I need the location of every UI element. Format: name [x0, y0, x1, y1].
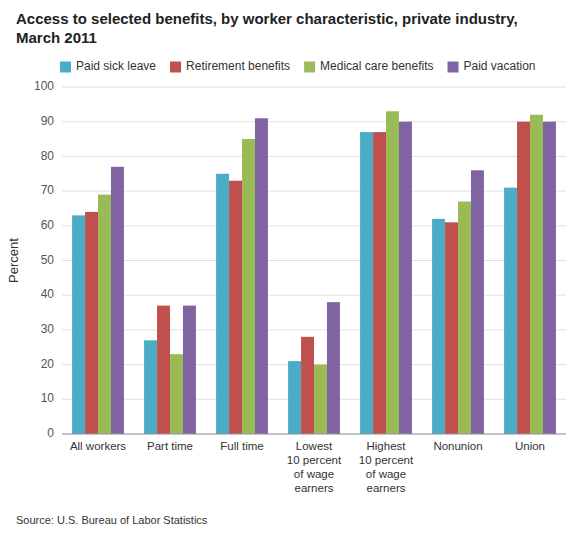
bar	[517, 122, 530, 434]
bar	[432, 219, 445, 434]
legend-label: Retirement benefits	[186, 59, 290, 73]
y-tick-label: 0	[47, 426, 54, 440]
bar	[183, 306, 196, 434]
bars	[72, 111, 556, 434]
legend-swatch	[60, 62, 71, 73]
legend-swatch	[304, 62, 315, 73]
bar	[229, 181, 242, 434]
x-axis-line	[62, 434, 566, 435]
grid-line	[62, 295, 566, 296]
bar	[288, 361, 301, 434]
bar	[255, 118, 268, 434]
y-tick-label: 50	[41, 253, 55, 267]
bar	[373, 132, 386, 434]
bar	[471, 170, 484, 434]
grid-line	[62, 260, 566, 261]
y-tick-label: 100	[34, 79, 54, 93]
bar	[445, 222, 458, 434]
grid-line	[62, 156, 566, 157]
bar	[458, 202, 471, 434]
y-tick-label: 20	[41, 357, 55, 371]
bar	[85, 212, 98, 434]
x-tick-label: Nonunion	[433, 440, 482, 452]
bar	[327, 302, 340, 434]
chart: Access to selected benefits, by worker c…	[0, 0, 580, 534]
legend-item: Retirement benefits	[170, 59, 290, 73]
bar	[111, 167, 124, 434]
x-tick-label: All workers	[70, 440, 126, 452]
y-tick-label: 40	[41, 287, 55, 301]
y-tick-label: 70	[41, 183, 55, 197]
bar	[144, 340, 157, 434]
legend-item: Medical care benefits	[304, 59, 433, 73]
grid-line	[62, 225, 566, 226]
bar	[301, 337, 314, 434]
legend-label: Paid vacation	[464, 59, 536, 73]
y-tick-label: 30	[41, 322, 55, 336]
legend-item: Paid sick leave	[60, 59, 156, 73]
grid-line	[62, 87, 566, 88]
x-tick-label: Part time	[147, 440, 193, 452]
bar	[72, 215, 85, 434]
bar	[242, 139, 255, 434]
title: Access to selected benefits, by worker c…	[16, 10, 518, 46]
source-note: Source: U.S. Bureau of Labor Statistics	[16, 514, 208, 526]
y-tick-label: 10	[41, 391, 55, 405]
y-tick-label: 80	[41, 149, 55, 163]
grid	[62, 87, 566, 434]
y-axis-label: Percent	[6, 238, 21, 283]
grid-line	[62, 329, 566, 330]
x-tick-label: Union	[515, 440, 545, 452]
bar	[157, 306, 170, 434]
bar	[399, 122, 412, 434]
bar	[314, 365, 327, 434]
bar	[543, 122, 556, 434]
legend-label: Medical care benefits	[320, 59, 433, 73]
legend-label: Paid sick leave	[76, 59, 156, 73]
legend: Paid sick leave Retirement benefits Medica…	[60, 59, 536, 73]
y-tick-label: 90	[41, 114, 55, 128]
legend-item: Paid vacation	[448, 59, 536, 73]
grid-line	[62, 434, 566, 435]
grid-line	[62, 121, 566, 122]
bar	[216, 174, 229, 434]
bar	[530, 115, 543, 434]
bar	[386, 111, 399, 434]
legend-swatch	[448, 62, 459, 73]
y-tick-label: 60	[41, 218, 55, 232]
legend-swatch	[170, 62, 181, 73]
x-tick-label: Highest10 percentof wageearners	[359, 440, 414, 494]
x-tick-label: Full time	[220, 440, 263, 452]
bar	[170, 354, 183, 434]
bar	[360, 132, 373, 434]
x-tick-label: Lowest10 percentof wageearners	[287, 440, 342, 494]
bar	[504, 188, 517, 434]
bar	[98, 195, 111, 434]
grid-line	[62, 191, 566, 192]
